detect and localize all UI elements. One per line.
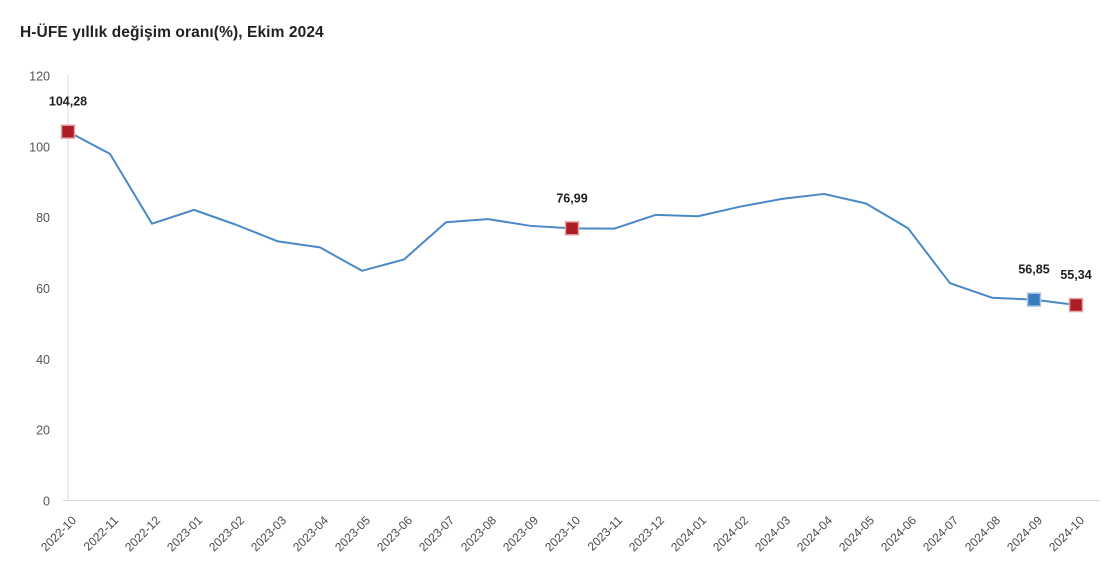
y-tick-label: 80 (36, 211, 50, 225)
data-point-label: 76,99 (556, 191, 587, 205)
x-tick-label: 2023-12 (626, 513, 667, 554)
x-tick-label: 2022-10 (38, 513, 79, 554)
x-tick-label: 2023-06 (374, 513, 415, 554)
x-tick-label: 2024-06 (878, 513, 919, 554)
data-point-marker-blue (1026, 292, 1042, 307)
y-tick-label: 20 (36, 424, 50, 438)
x-tick-label: 2023-10 (542, 513, 583, 554)
x-tick-label: 2023-04 (290, 513, 331, 554)
data-point-marker-red (564, 221, 580, 236)
data-point-marker-red (1068, 297, 1084, 313)
x-tick-label: 2024-01 (668, 513, 709, 554)
x-tick-label: 2024-10 (1046, 513, 1087, 554)
y-tick-label: 40 (36, 353, 50, 367)
data-point-label: 55,34 (1060, 268, 1091, 282)
y-tick-label: 0 (43, 495, 50, 509)
data-point-marker-red (60, 124, 76, 139)
y-tick-label: 60 (36, 282, 50, 296)
x-tick-label: 2023-11 (585, 513, 626, 554)
x-tick-label: 2024-04 (794, 513, 835, 554)
data-point-label: 56,85 (1018, 263, 1049, 277)
chart-title: H-ÜFE yıllık değişim oranı(%), Ekim 2024 (20, 24, 324, 41)
series-line (67, 130, 1077, 307)
x-tick-label: 2022-11 (81, 513, 122, 554)
x-tick-label: 2024-08 (962, 513, 1003, 554)
x-tick-label: 2023-05 (332, 513, 373, 554)
x-tick-label: 2022-12 (122, 513, 163, 554)
x-tick-label: 2023-01 (164, 513, 205, 554)
data-point-label: 104,28 (49, 95, 87, 109)
x-tick-label: 2023-03 (248, 513, 289, 554)
x-tick-label: 2024-05 (836, 513, 877, 554)
x-tick-label: 2024-03 (752, 513, 793, 554)
x-tick-label: 2023-09 (500, 513, 541, 554)
x-tick-label: 2024-09 (1004, 513, 1045, 554)
y-tick-label: 120 (29, 70, 50, 84)
x-tick-label: 2023-08 (458, 513, 499, 554)
x-tick-label: 2024-02 (710, 513, 751, 554)
x-tick-label: 2023-02 (206, 513, 247, 554)
x-tick-label: 2024-07 (920, 513, 961, 554)
y-tick-label: 100 (29, 140, 50, 154)
x-tick-label: 2023-07 (416, 513, 457, 554)
